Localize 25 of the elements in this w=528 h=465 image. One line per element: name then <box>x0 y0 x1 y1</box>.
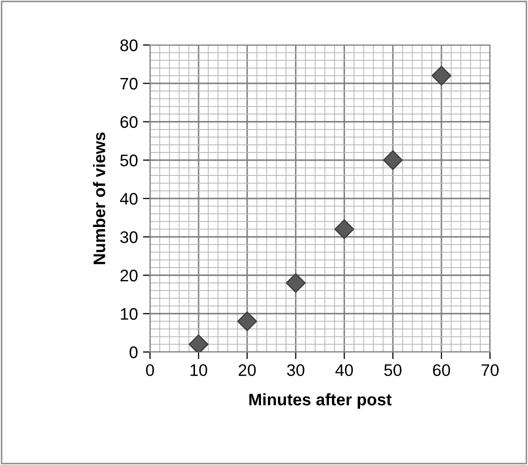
point <box>237 311 258 332</box>
y-tick-label: 80 <box>120 39 138 52</box>
y-tick-label: 0 <box>130 346 138 358</box>
y-tick-label: 20 <box>120 270 138 282</box>
y-tick-label: 30 <box>120 231 138 244</box>
y-tick-label: 60 <box>120 116 138 128</box>
y-axis-title: Number of views <box>93 132 106 264</box>
y-tick-label: 70 <box>120 78 138 90</box>
x-tick-label: 30 <box>287 364 304 376</box>
point <box>188 334 208 352</box>
y-tick-label: 50 <box>120 154 138 166</box>
x-tick-label: 70 <box>482 364 499 376</box>
x-tick-label: 0 <box>146 364 154 376</box>
x-tick-label: 10 <box>190 364 208 376</box>
x-tick-label: 50 <box>384 364 402 376</box>
y-tick-label: 10 <box>120 308 138 320</box>
x-axis-title: Minutes after post <box>249 393 392 409</box>
point <box>334 219 354 240</box>
x-tick-label: 60 <box>433 364 450 376</box>
y-tick-label: 40 <box>120 192 138 205</box>
point <box>432 66 452 86</box>
x-tick-label: 40 <box>335 364 353 376</box>
point <box>286 273 306 293</box>
x-tick-label: 20 <box>238 364 256 376</box>
point <box>382 150 403 170</box>
